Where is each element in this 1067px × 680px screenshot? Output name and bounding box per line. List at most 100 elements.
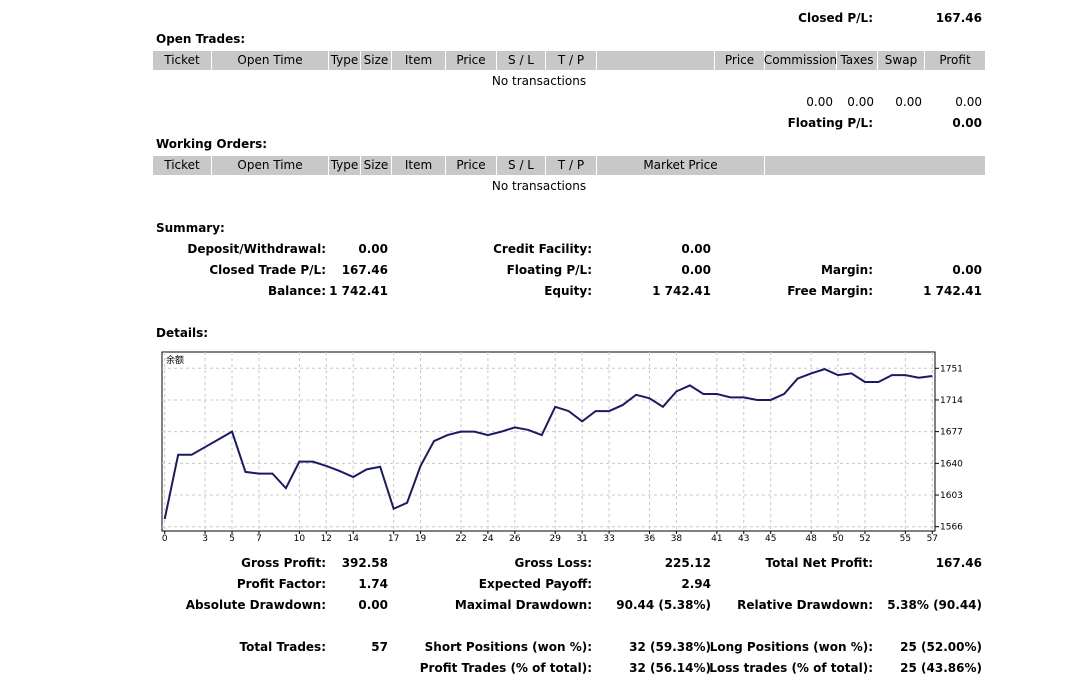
- floating-pl-label: Floating P/L:: [787, 116, 873, 130]
- header-cell: [361, 51, 392, 70]
- x-tick-label: 45: [765, 534, 776, 544]
- header-cell: [212, 51, 329, 70]
- x-tick-label: 38: [671, 534, 683, 544]
- column-header: Market Price: [643, 158, 718, 172]
- column-header: Price: [724, 53, 755, 67]
- column-header: Item: [404, 158, 433, 172]
- header-cell: [546, 51, 597, 70]
- column-header: Taxes: [840, 53, 874, 67]
- stat-label: Loss trades (% of total):: [709, 661, 873, 675]
- stat-label: Short Positions (won %):: [424, 640, 592, 654]
- stat-label: Relative Drawdown:: [737, 598, 873, 612]
- empty-message: No transactions: [491, 179, 587, 193]
- header-cell: [153, 156, 212, 175]
- x-tick-label: 3: [202, 534, 208, 544]
- stat-label: Absolute Drawdown:: [185, 598, 326, 612]
- header-cell: [153, 51, 212, 70]
- stat-label: Profit Factor:: [236, 577, 326, 591]
- stat-label: Gross Profit:: [241, 556, 326, 570]
- stat-value: 1 742.41: [329, 284, 388, 298]
- column-header: T / P: [557, 158, 585, 172]
- column-header: Commission: [763, 53, 838, 67]
- header-cell: [392, 51, 446, 70]
- section-title: Details:: [156, 326, 209, 340]
- column-header: Type: [330, 158, 359, 172]
- stat-label: Expected Payoff:: [478, 577, 592, 591]
- x-tick-label: 12: [321, 534, 332, 544]
- stat-value: 32 (56.14%): [629, 661, 711, 675]
- plot-area: [161, 351, 936, 532]
- x-tick-label: 57: [927, 534, 938, 544]
- stat-value: 0.00: [358, 242, 388, 256]
- stat-value: 167.46: [935, 556, 982, 570]
- header-cell: [765, 156, 986, 175]
- x-tick-label: 55: [900, 534, 911, 544]
- stat-label: Free Margin:: [787, 284, 873, 298]
- section-title: Summary:: [156, 221, 225, 235]
- column-header: Open Time: [237, 53, 303, 67]
- column-header: T / P: [557, 53, 585, 67]
- header-cell: [837, 51, 878, 70]
- stat-value: 5.38% (90.44): [887, 598, 982, 612]
- header-cell: [212, 156, 329, 175]
- stat-value: 0.00: [952, 263, 982, 277]
- x-tick-label: 10: [294, 534, 306, 544]
- x-tick-label: 36: [644, 534, 656, 544]
- column-header: S / L: [508, 53, 534, 67]
- stat-value: 167.46: [341, 263, 388, 277]
- stat-label: Long Positions (won %):: [709, 640, 873, 654]
- header-cell: [878, 51, 925, 70]
- x-tick-label: 48: [805, 534, 817, 544]
- header-cell: [546, 156, 597, 175]
- y-tick-label: 1603: [940, 491, 963, 501]
- stat-value: 392.58: [341, 556, 388, 570]
- stat-value: 32 (59.38%): [629, 640, 711, 654]
- stat-value: 1.74: [358, 577, 388, 591]
- x-tick-label: 43: [738, 534, 749, 544]
- floating-pl-value: 0.00: [952, 116, 982, 130]
- stat-value: 2.94: [681, 577, 711, 591]
- column-header: S / L: [508, 158, 534, 172]
- stat-label: Closed Trade P/L:: [209, 263, 326, 277]
- section-title: Open Trades:: [156, 32, 246, 46]
- x-tick-label: 52: [859, 534, 870, 544]
- column-header: Size: [363, 158, 389, 172]
- total-value: 0.00: [806, 95, 833, 109]
- y-tick-label: 1566: [940, 523, 963, 533]
- y-tick-label: 1714: [940, 396, 963, 406]
- stat-label: Profit Trades (% of total):: [419, 661, 592, 675]
- section-title: Working Orders:: [156, 137, 268, 151]
- x-tick-label: 31: [576, 534, 587, 544]
- stat-label: Balance:: [267, 284, 326, 298]
- column-header: Swap: [884, 53, 918, 67]
- total-value: 0.00: [847, 95, 874, 109]
- header-cell: [361, 156, 392, 175]
- x-tick-label: 26: [509, 534, 521, 544]
- stat-value: 1 742.41: [923, 284, 982, 298]
- x-tick-label: 19: [415, 534, 427, 544]
- empty-message: No transactions: [491, 74, 587, 88]
- header-cell: [329, 156, 361, 175]
- total-value: 0.00: [895, 95, 922, 109]
- header-cell: [715, 51, 765, 70]
- stat-label: Floating P/L:: [506, 263, 592, 277]
- header-cell: [925, 51, 986, 70]
- column-header: Item: [404, 53, 433, 67]
- header-cell: [446, 51, 497, 70]
- stat-value: 90.44 (5.38%): [616, 598, 711, 612]
- stat-label: Margin:: [820, 263, 873, 277]
- header-cell: [329, 51, 361, 70]
- x-tick-label: 33: [603, 534, 614, 544]
- y-tick-label: 1677: [940, 428, 963, 438]
- x-tick-label: 17: [388, 534, 399, 544]
- stat-value: 0.00: [681, 242, 711, 256]
- closed-pl-value: 167.46: [935, 11, 982, 25]
- y-tick-label: 1640: [940, 459, 963, 469]
- stat-value: 225.12: [664, 556, 711, 570]
- stat-value: 25 (52.00%): [900, 640, 982, 654]
- stat-value: 1 742.41: [652, 284, 711, 298]
- stat-label: Equity:: [544, 284, 592, 298]
- column-header: Profit: [939, 53, 971, 67]
